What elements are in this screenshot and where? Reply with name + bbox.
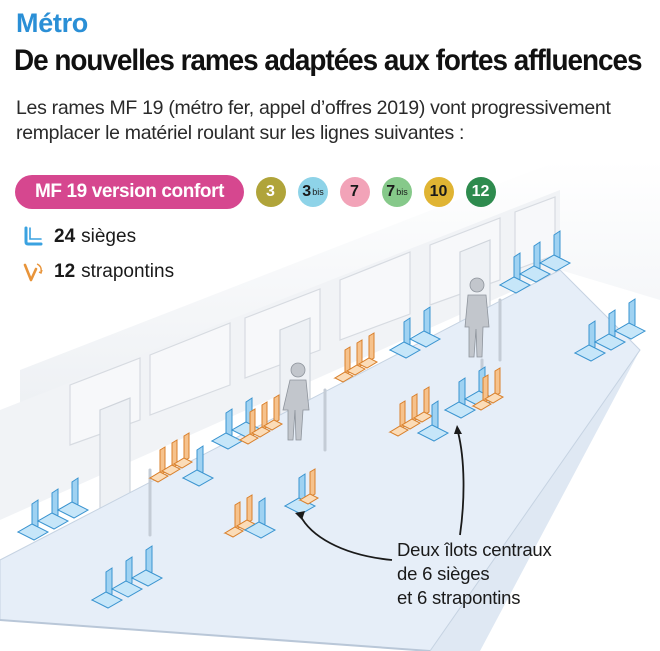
callout-line: de 6 sièges (397, 563, 490, 584)
line-number: 7 (386, 183, 396, 200)
line-number: 3 (302, 183, 312, 200)
intro-text: Les rames MF 19 (métro fer, appel d’offr… (16, 97, 611, 144)
line-number: 10 (429, 183, 448, 200)
line-badge-12: 12 (466, 177, 496, 207)
version-badge: MF 19 version confort (15, 175, 245, 209)
legend-seats: 24 sièges (22, 226, 136, 248)
legend-folding-seats: 12 strapontins (22, 261, 174, 283)
callout-central-islands: Deux îlots centraux de 6 sièges et 6 str… (397, 538, 552, 610)
line-badge-7bis: 7bis (382, 177, 412, 207)
line-suffix: bis (312, 187, 324, 197)
line-badge-10: 10 (424, 177, 454, 207)
kicker: Métro (16, 8, 88, 38)
train-interior-illustration (0, 160, 660, 651)
line-number: 12 (471, 183, 490, 200)
line-suffix: bis (396, 187, 408, 197)
line-number: 7 (350, 183, 359, 200)
line-badge-3bis: 3bis (298, 177, 328, 207)
folding-seat-label: strapontins (81, 261, 175, 282)
seat-label: sièges (81, 226, 137, 247)
seat-count: 24 (54, 226, 76, 247)
line-badge-3: 3 (256, 177, 286, 207)
line-number: 3 (266, 183, 275, 200)
seat-icon (24, 226, 43, 246)
callout-line: Deux îlots centraux (397, 539, 552, 560)
callout-line: et 6 strapontins (397, 587, 521, 608)
line-badge-7: 7 (340, 177, 370, 207)
folding-seat-icon (23, 263, 43, 282)
page-title: De nouvelles rames adaptées aux fortes a… (14, 44, 643, 77)
folding-seat-count: 12 (54, 261, 76, 282)
